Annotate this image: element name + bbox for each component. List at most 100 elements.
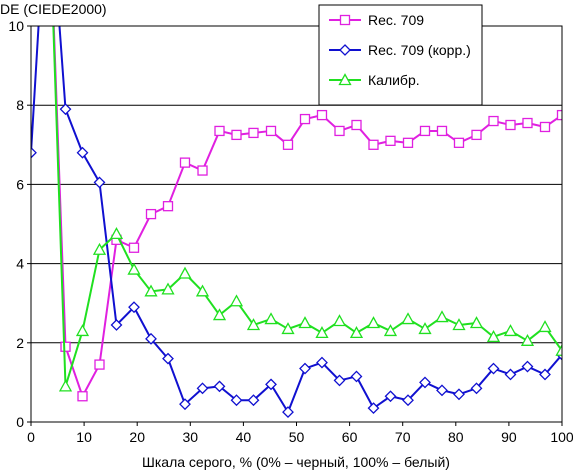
data-point (195, 284, 210, 297)
y-axis-label: DE (CIEDE2000) (0, 1, 107, 17)
x-tick-label: 40 (236, 429, 252, 445)
data-point (350, 370, 363, 383)
x-axis-label: Шкала серого, % (0% – черный, 100% – бел… (142, 454, 450, 470)
data-point (298, 316, 312, 329)
data-point (127, 262, 141, 275)
data-point (60, 341, 71, 352)
data-point (419, 125, 431, 137)
legend-label: Калибр. (368, 72, 420, 88)
data-point (503, 324, 518, 337)
grid (31, 104, 562, 344)
data-point (539, 368, 551, 381)
data-point (94, 359, 105, 370)
data-point (402, 137, 414, 148)
legend: Rec. 709 Rec. 709 (корр.) Калибр. (318, 4, 483, 106)
data-point (196, 382, 209, 395)
data-point (179, 157, 191, 168)
legend-marker (338, 73, 352, 86)
data-point (248, 127, 259, 139)
data-point (539, 121, 551, 133)
x-tick-label: 0 (27, 429, 35, 445)
data-point (59, 103, 72, 116)
x-tick-label: 30 (183, 429, 199, 445)
data-point (332, 314, 347, 327)
data-point (76, 146, 89, 159)
data-point (556, 109, 562, 121)
data-point (471, 129, 482, 141)
data-point (282, 406, 294, 419)
data-point (162, 352, 174, 365)
data-point (505, 119, 516, 131)
data-point (469, 316, 484, 329)
data-point (334, 125, 345, 137)
data-point (31, 146, 37, 159)
data-point (333, 374, 346, 387)
data-point (470, 382, 483, 395)
y-tick-label: 6 (16, 176, 24, 192)
data-point (504, 368, 517, 381)
y-tick-label: 2 (16, 335, 24, 351)
data-point (435, 310, 449, 323)
data-point (145, 208, 157, 220)
data-point (145, 332, 157, 345)
data-point (538, 320, 552, 333)
data-point (349, 326, 364, 339)
data-point (436, 384, 448, 397)
series-1 (52, 26, 562, 402)
data-point (452, 318, 466, 331)
data-point (384, 390, 397, 403)
data-point (178, 266, 192, 279)
data-point (231, 129, 242, 141)
data-point (93, 176, 106, 189)
y-tick-label: 10 (8, 18, 24, 34)
data-point (402, 394, 414, 407)
data-point (179, 398, 191, 411)
legend-label: Rec. 709 (368, 12, 424, 28)
data-point (247, 394, 260, 407)
data-point (315, 326, 329, 339)
x-tick-label: 80 (448, 429, 464, 445)
data-point (246, 318, 261, 331)
legend-marker (339, 44, 351, 56)
y-tick-label: 0 (16, 414, 24, 430)
x-tick-label: 90 (501, 429, 517, 445)
data-point (453, 137, 465, 148)
data-point (265, 378, 277, 391)
data-point (418, 322, 432, 335)
data-point (383, 324, 398, 337)
data-point (128, 242, 140, 253)
data-point (128, 301, 140, 314)
data-point (281, 322, 295, 335)
data-point (77, 391, 88, 402)
y-tick-label: 8 (16, 97, 24, 113)
data-point (265, 125, 277, 137)
data-point (419, 376, 431, 389)
data-point (197, 165, 208, 176)
x-tick-label: 70 (395, 429, 411, 445)
x-tick-label: 20 (129, 429, 145, 445)
data-point (110, 319, 123, 331)
data-point (58, 379, 73, 392)
data-point (109, 227, 124, 240)
data-point (436, 125, 448, 137)
data-point (368, 139, 379, 150)
data-point (75, 324, 90, 337)
data-point (299, 113, 311, 125)
data-point (385, 135, 396, 146)
data-point (555, 343, 562, 356)
data-point (230, 394, 243, 407)
data-point (522, 117, 533, 129)
legend-marker (339, 14, 351, 26)
legend-label: Rec. 709 (корр.) (368, 42, 471, 58)
data-point (229, 294, 244, 307)
data-point (486, 330, 501, 343)
series-layer (31, 26, 562, 419)
data-point (351, 119, 362, 131)
x-tick-label: 10 (76, 429, 92, 445)
data-point (520, 333, 535, 346)
data-point (144, 284, 158, 297)
data-point (366, 316, 381, 329)
data-point (213, 380, 226, 393)
